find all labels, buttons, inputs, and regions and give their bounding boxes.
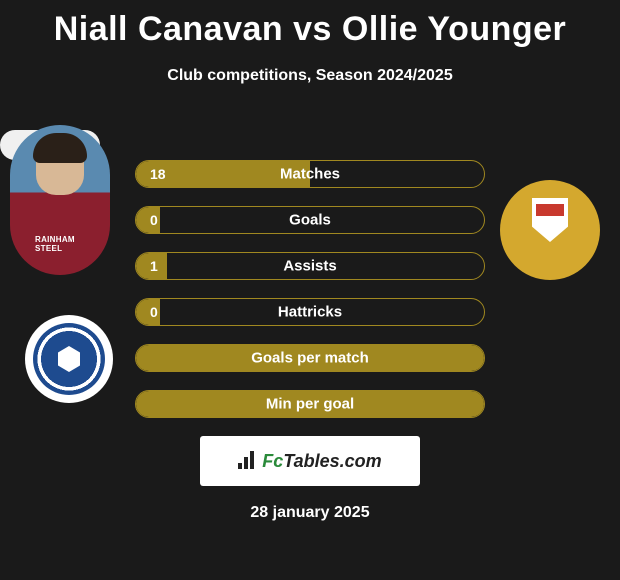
comparison-content: RAINHAM STEEL Matches 18 Goals 0 Assists 1 Hat… — [0, 130, 620, 522]
stat-value-left: 0 — [150, 212, 158, 228]
date-text: 28 january 2025 — [0, 504, 620, 522]
logo-text: FcTables.com — [238, 451, 381, 472]
stat-value-left: 1 — [150, 258, 158, 274]
subtitle: Club competitions, Season 2024/2025 — [0, 67, 620, 85]
stat-label: Goals — [289, 212, 331, 229]
stat-label: Goals per match — [251, 350, 369, 367]
stat-label: Min per goal — [266, 396, 354, 413]
stat-row: Matches 18 — [135, 160, 485, 188]
logo-fc: Fc — [262, 451, 283, 471]
stat-row: Goals 0 — [135, 206, 485, 234]
club-right-badge — [500, 180, 600, 280]
logo-suffix: Tables.com — [283, 451, 381, 471]
stat-row: Hattricks 0 — [135, 298, 485, 326]
stat-label: Matches — [280, 166, 340, 183]
stat-value-left: 0 — [150, 304, 158, 320]
stat-row: Assists 1 — [135, 252, 485, 280]
jersey-text: RAINHAM STEEL — [35, 235, 85, 253]
stat-bars: Matches 18 Goals 0 Assists 1 Hattricks 0 Goals p… — [135, 160, 485, 418]
club-left-badge — [25, 315, 113, 403]
stat-row: Goals per match — [135, 344, 485, 372]
player-left-photo: RAINHAM STEEL — [10, 125, 110, 275]
fctables-logo: FcTables.com — [200, 436, 420, 486]
stat-label: Assists — [283, 258, 336, 275]
stat-label: Hattricks — [278, 304, 342, 321]
page-title: Niall Canavan vs Ollie Younger — [0, 0, 620, 49]
stat-value-left: 18 — [150, 166, 166, 182]
stat-row: Min per goal — [135, 390, 485, 418]
